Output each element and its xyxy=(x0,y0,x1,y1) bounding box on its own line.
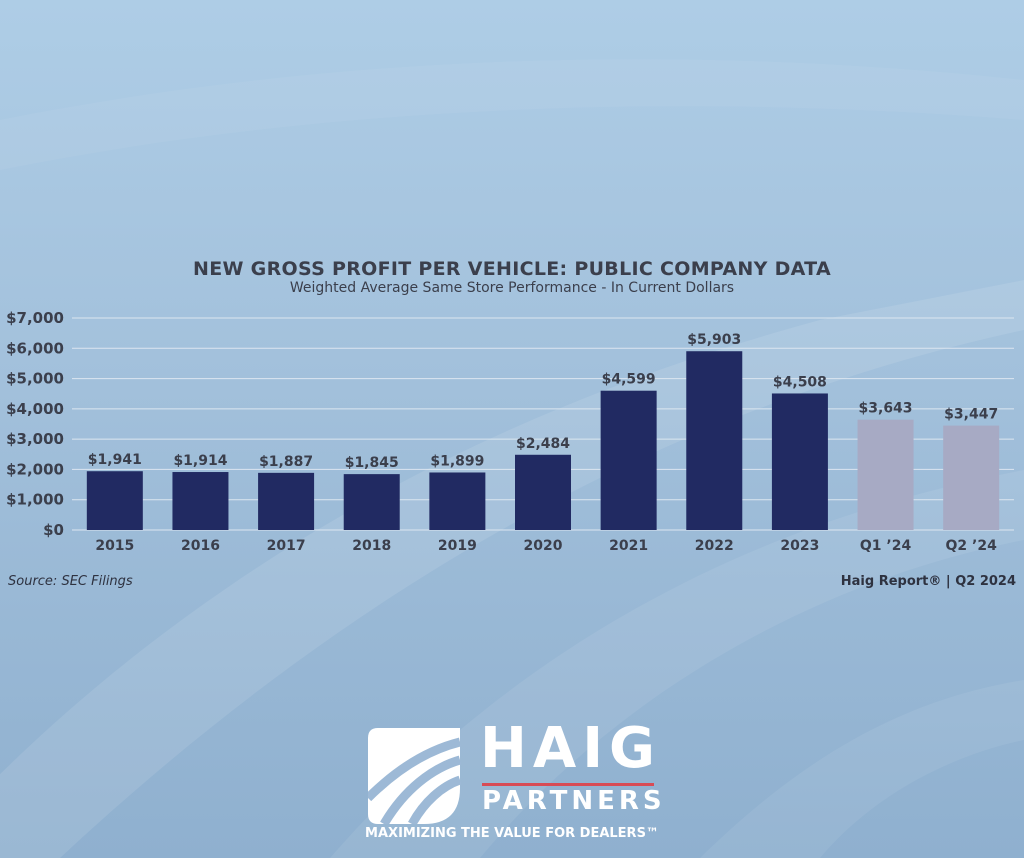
x-tick-label: 2017 xyxy=(267,538,306,554)
logo-wordmark-partners: PARTNERS xyxy=(482,786,666,816)
y-tick-label: $3,000 xyxy=(6,430,64,448)
bar xyxy=(771,393,828,530)
bar xyxy=(258,472,315,530)
data-label: $1,887 xyxy=(259,454,313,470)
report-label: Haig Report® | Q2 2024 xyxy=(840,574,1016,589)
haig-partners-logo: HAIG PARTNERS xyxy=(368,716,668,846)
x-tick-label: 2015 xyxy=(95,538,134,554)
data-label: $1,914 xyxy=(173,453,227,469)
logo-wordmark-haig: HAIG xyxy=(480,716,662,781)
y-tick-label: $2,000 xyxy=(6,460,64,478)
bar xyxy=(943,425,1000,530)
bar xyxy=(343,474,400,530)
data-label: $3,447 xyxy=(944,407,998,423)
data-label: $4,599 xyxy=(602,372,656,388)
data-label: $3,643 xyxy=(859,401,913,417)
data-label: $1,899 xyxy=(430,453,484,469)
logo-divider xyxy=(482,783,654,786)
bar xyxy=(600,390,657,530)
y-tick-label: $6,000 xyxy=(6,339,64,357)
logo-road-icon xyxy=(368,728,462,824)
x-tick-label: Q1 ’24 xyxy=(860,538,912,554)
data-label: $1,941 xyxy=(88,452,142,468)
x-tick-label: 2020 xyxy=(524,538,563,554)
bar xyxy=(86,471,143,530)
x-tick-label: 2018 xyxy=(352,538,391,554)
data-label: $4,508 xyxy=(773,374,827,390)
bar xyxy=(429,472,486,530)
bar-chart: $0 $1,000 $2,000 $3,000 $4,000 $5,000 $6,000 $7… xyxy=(6,309,1014,554)
x-tick-label: Q2 ’24 xyxy=(946,538,998,554)
x-tick-label: 2022 xyxy=(695,538,734,554)
y-tick-label: $0 xyxy=(43,521,64,539)
data-label: $5,903 xyxy=(687,332,741,348)
y-tick-label: $5,000 xyxy=(6,370,64,388)
y-tick-label: $4,000 xyxy=(6,400,64,418)
x-tick-label: 2023 xyxy=(780,538,819,554)
data-label: $2,484 xyxy=(516,436,570,452)
y-tick-label: $7,000 xyxy=(6,309,64,327)
bar xyxy=(172,472,229,530)
bar xyxy=(857,419,914,530)
bar xyxy=(686,351,743,530)
source-note: Source: SEC Filings xyxy=(8,574,133,589)
data-label: $1,845 xyxy=(345,455,399,471)
x-tick-label: 2016 xyxy=(181,538,220,554)
bar xyxy=(515,454,571,530)
x-tick-label: 2019 xyxy=(438,538,477,554)
y-tick-label: $1,000 xyxy=(6,491,64,509)
chart-title: NEW GROSS PROFIT PER VEHICLE: PUBLIC COM… xyxy=(193,258,831,280)
chart-subtitle: Weighted Average Same Store Performance … xyxy=(289,280,735,296)
x-tick-label: 2021 xyxy=(609,538,648,554)
logo-tagline: MAXIMIZING THE VALUE FOR DEALERS™ xyxy=(365,826,659,841)
